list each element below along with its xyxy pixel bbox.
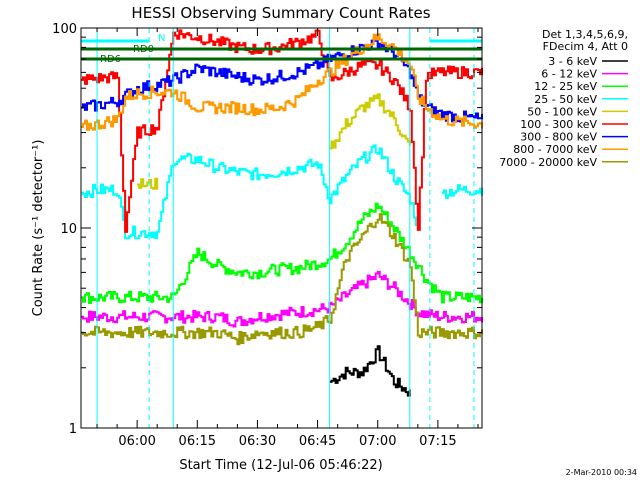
series-line-3-seg-0 (81, 144, 419, 240)
legend-entry-2: 12 - 25 keV (534, 80, 597, 93)
legend-entry-0: 3 - 6 keV (548, 55, 597, 68)
x-tick-label-3: 06:45 (299, 434, 336, 449)
plot-lines (81, 29, 483, 397)
series-line-2-seg-0 (81, 202, 483, 304)
series-line-8-seg-0 (81, 213, 483, 346)
legend-entry-7: 800 - 7000 keV (513, 143, 597, 156)
x-tick-label-0: 06:00 (118, 434, 155, 449)
vertical-markers (96, 28, 475, 428)
legend-entry-3: 25 - 50 keV (534, 93, 597, 106)
series-line-4-seg-1 (329, 93, 411, 150)
timestamp-label: 2-Mar-2010 00:34 (566, 468, 637, 477)
x-tick-label-1: 06:15 (179, 434, 216, 449)
series-line-0-seg-0 (329, 345, 411, 397)
x-tick-label-4: 07:00 (359, 434, 396, 449)
legend-entry-5: 100 - 300 keV (520, 118, 597, 131)
y-axis-label: Count Rate (s⁻¹ detector⁻¹) (31, 140, 46, 317)
legend-entry-1: 6 - 12 keV (541, 68, 597, 81)
axes: 06:00 06:15 06:30 06:45 07:00 07:15 1 10 100 (52, 22, 482, 449)
y-tick-label-2: 100 (52, 22, 77, 37)
plot-frame (80, 27, 483, 429)
top-bars: N RD0 RD6 (81, 33, 482, 65)
legend: Det 1,3,4,5,6,9,FDecim 4, Att 0 3 - 6 keV… (499, 28, 628, 169)
legend-header-0: Det 1,3,4,5,6,9, (542, 28, 628, 41)
y-tick-label-1: 10 (60, 222, 77, 237)
rd0-label: RD0 (133, 44, 154, 55)
legend-entry-6: 300 - 800 keV (520, 131, 597, 144)
x-tick-label-5: 07:15 (419, 434, 456, 449)
legend-header-1: FDecim 4, Att 0 (543, 40, 628, 53)
x-tick-label-2: 06:30 (239, 434, 276, 449)
legend-entry-8: 7000 - 20000 keV (499, 156, 597, 169)
y-tick-label-0: 1 (69, 422, 77, 437)
series-line-1-seg-0 (81, 270, 483, 328)
legend-entry-4: 50 - 100 keV (527, 105, 597, 118)
series-line-5-seg-0 (81, 29, 483, 233)
attenuator-label: N (158, 33, 165, 44)
series-line-4-seg-0 (137, 177, 159, 190)
chart-title: HESSI Observing Summary Count Rates (131, 4, 430, 22)
series-line-7-seg-0 (81, 33, 483, 131)
rd6-label: RD6 (100, 54, 121, 65)
series-line-3-seg-1 (441, 184, 483, 199)
x-axis-label: Start Time (12-Jul-06 05:46:22) (179, 458, 382, 473)
